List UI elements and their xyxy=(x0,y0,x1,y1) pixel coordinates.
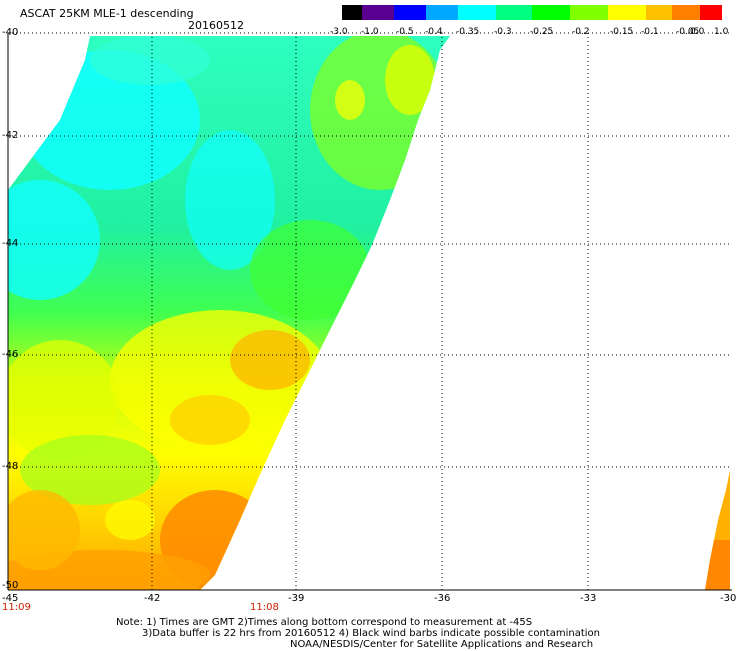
colorbar-label: -1.0 xyxy=(361,27,379,37)
lon-label: -36 xyxy=(434,593,451,604)
colorbar-label: -3.0 xyxy=(330,27,348,37)
lon-label: -39 xyxy=(288,593,305,604)
colorbar-label: -0.05 xyxy=(676,27,700,37)
colorbar-label: -0.35 xyxy=(456,27,480,37)
colorbar-label: -0.3 xyxy=(494,27,512,37)
colorbar-label: 1.0 xyxy=(714,27,729,37)
lat-label: -50 xyxy=(2,580,19,591)
colorbar-label: 0.0 xyxy=(690,27,705,37)
color-bar xyxy=(342,5,722,20)
note-line-3: NOAA/NESDIS/Center for Satellite Applica… xyxy=(290,639,594,650)
colorbar-label: -0.5 xyxy=(396,27,414,37)
colorbar-label: -0.2 xyxy=(572,27,590,37)
lat-label: -42 xyxy=(2,130,19,141)
lat-label: -44 xyxy=(2,238,19,249)
lon-label: -33 xyxy=(580,593,597,604)
lon-label: -42 xyxy=(144,593,161,604)
longitude-grid xyxy=(151,33,589,590)
lat-label: -48 xyxy=(2,461,19,472)
east-swath-fragment xyxy=(705,470,730,590)
colorbar-label: -0.15 xyxy=(610,27,634,37)
note-line-2: 3)Data buffer is 22 hrs from 20160512 4)… xyxy=(142,628,600,639)
time-label-right: 11:08 xyxy=(250,602,279,613)
colorbar-label: -0.4 xyxy=(425,27,443,37)
lat-label: -40 xyxy=(2,27,19,38)
time-label-left: 11:09 xyxy=(2,602,31,613)
map-title: ASCAT 25KM MLE-1 descending xyxy=(20,7,194,20)
wind-swath xyxy=(8,36,450,590)
note-line-1: Note: 1) Times are GMT 2)Times along bot… xyxy=(116,617,533,628)
lat-label: -46 xyxy=(2,349,19,360)
map-date: 20160512 xyxy=(188,19,244,32)
lon-label: -45 xyxy=(2,593,19,604)
lon-label: -30 xyxy=(720,593,737,604)
latitude-grid xyxy=(8,32,732,468)
colorbar-label: -0.25 xyxy=(530,27,554,37)
colorbar-label: -0.1 xyxy=(641,27,659,37)
